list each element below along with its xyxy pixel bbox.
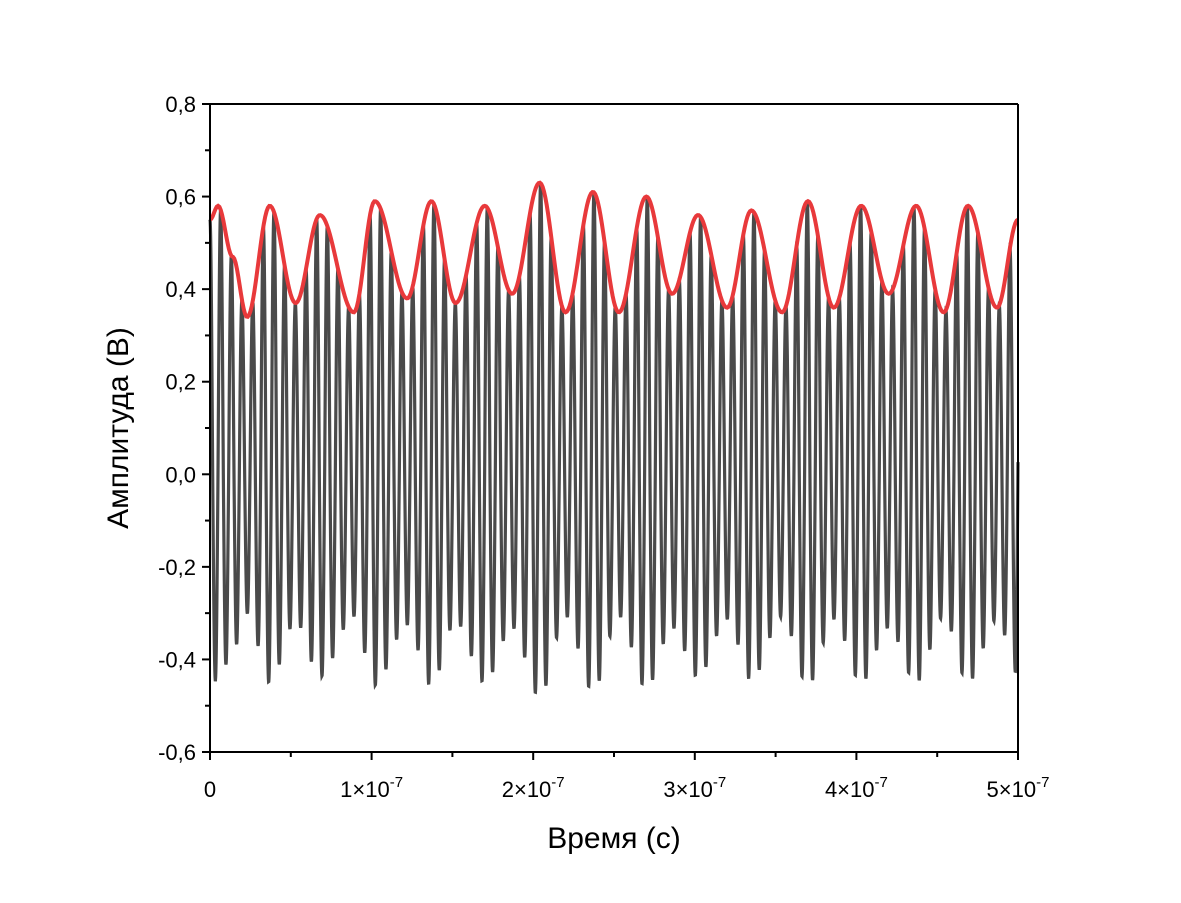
x-tick-label: 3×10-7 bbox=[663, 774, 726, 802]
y-tick-label: 0,6 bbox=[165, 185, 196, 210]
y-tick-label: 0,2 bbox=[165, 370, 196, 395]
y-tick-labels: 0,8 0,6 0,4 0,2 0,0 -0,2 -0,4 -0,6 bbox=[158, 92, 196, 765]
y-tick-label: -0,2 bbox=[158, 555, 196, 580]
x-tick-label: 0 bbox=[204, 777, 216, 802]
y-tick-label: 0,4 bbox=[165, 277, 196, 302]
envelope-line bbox=[208, 180, 1020, 319]
x-tick-label: 4×10-7 bbox=[825, 774, 888, 802]
y-axis-title: Амплитуда (В) bbox=[102, 327, 135, 529]
x-tick-label: 5×10-7 bbox=[987, 774, 1050, 802]
y-tick-label: -0,4 bbox=[158, 647, 196, 672]
signal-line bbox=[208, 182, 1020, 695]
envelope-series bbox=[208, 180, 1020, 319]
x-tick-labels: 0 1×10-7 2×10-7 3×10-7 4×10-7 5×10-7 bbox=[204, 774, 1050, 802]
y-tick-label: -0,6 bbox=[158, 740, 196, 765]
x-tick-label: 1×10-7 bbox=[340, 774, 403, 802]
signal-series bbox=[208, 182, 1020, 695]
x-tick-label: 2×10-7 bbox=[502, 774, 565, 802]
ticks bbox=[202, 103, 1019, 760]
x-axis-title: Время (с) bbox=[547, 822, 681, 855]
y-tick-label: 0,0 bbox=[165, 462, 196, 487]
y-tick-label: 0,8 bbox=[165, 92, 196, 117]
